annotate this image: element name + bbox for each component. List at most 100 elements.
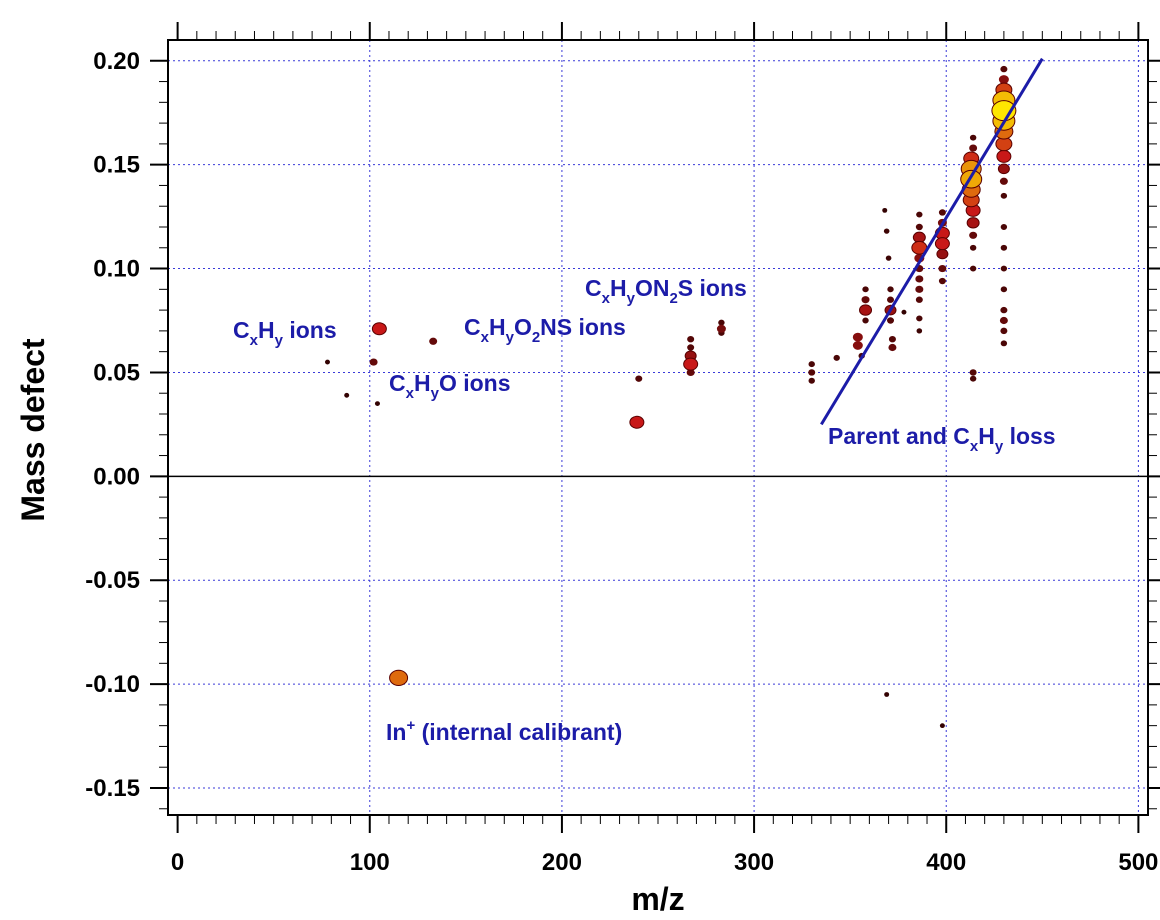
data-points (324, 65, 1017, 729)
y-tick-label: 0.15 (93, 152, 140, 179)
data-point (915, 275, 924, 283)
x-axis-title: m/z (631, 881, 684, 917)
annotation-cxhy-ions: CxHy ions (233, 317, 337, 349)
data-point (887, 317, 895, 324)
data-point (687, 344, 695, 351)
data-point (369, 358, 378, 366)
data-point (861, 296, 870, 304)
data-point (969, 134, 977, 141)
data-point (998, 75, 1009, 84)
data-point (686, 368, 695, 377)
data-point (808, 361, 815, 368)
data-point (938, 277, 946, 285)
data-point (999, 177, 1008, 185)
x-tick-label: 400 (926, 849, 966, 876)
annotation-parent-loss: Parent and CxHy loss (828, 423, 1056, 455)
data-point (324, 359, 330, 365)
data-point (884, 692, 890, 697)
data-point (374, 401, 380, 407)
data-point (916, 315, 923, 322)
data-point (969, 231, 978, 239)
grid-lines (168, 40, 1148, 815)
data-point (1000, 244, 1008, 251)
y-tick-label: -0.15 (85, 775, 140, 802)
y-axis-title: Mass defect (15, 338, 51, 522)
data-point (1000, 224, 1008, 230)
data-point (997, 163, 1010, 175)
data-point (969, 369, 977, 376)
data-point (629, 415, 645, 429)
data-point (862, 286, 869, 293)
data-point (882, 207, 888, 213)
data-point (833, 354, 840, 361)
data-point (1000, 340, 1008, 347)
fit-line (820, 57, 1044, 426)
data-point (859, 304, 873, 316)
data-point (966, 217, 980, 229)
data-point (916, 211, 923, 218)
y-tick-label: 0.20 (93, 48, 140, 75)
data-point (1000, 192, 1008, 199)
data-point (683, 357, 699, 371)
y-tick-label: 0.10 (93, 256, 140, 283)
data-point (938, 264, 947, 273)
data-point (635, 375, 643, 382)
x-tick-label: 100 (350, 849, 390, 876)
data-point (916, 328, 923, 334)
data-point (888, 335, 896, 343)
axis-ticks (150, 22, 1160, 833)
data-point (969, 265, 977, 272)
y-tick-labels: -0.15 -0.10 -0.05 0.00 0.05 0.10 0.15 0.20 (85, 48, 140, 802)
annotation-cxhyon2s-ions: CxHyON2S ions (585, 275, 747, 307)
x-tick-label: 500 (1118, 849, 1158, 876)
y-tick-label: 0.00 (93, 463, 140, 490)
data-point (915, 285, 924, 293)
data-point (371, 322, 387, 336)
data-point (687, 335, 695, 343)
data-point (936, 248, 949, 260)
x-tick-label: 200 (542, 849, 582, 876)
data-point (1000, 327, 1008, 335)
data-point (938, 209, 946, 216)
data-point (344, 392, 350, 398)
data-point (389, 669, 409, 686)
data-point (885, 255, 892, 261)
data-point (934, 237, 950, 251)
data-point (901, 309, 907, 315)
data-point (888, 343, 897, 352)
data-point (1000, 65, 1008, 73)
data-point (887, 286, 894, 293)
x-tick-label: 0 (171, 849, 184, 876)
data-point (969, 244, 977, 251)
data-point (1000, 265, 1008, 272)
y-tick-label: 0.05 (93, 359, 140, 386)
data-point (887, 296, 895, 303)
annotation-indium-calibrant: In+ (internal calibrant) (386, 717, 622, 745)
data-point (718, 319, 725, 326)
data-point (915, 223, 923, 231)
data-point (999, 316, 1008, 325)
annotation-cxhyo-ions: CxHyO ions (389, 370, 511, 402)
data-point (852, 341, 863, 350)
y-tick-label: -0.10 (85, 671, 140, 698)
data-point (883, 228, 890, 234)
data-point (716, 324, 726, 333)
data-point (852, 332, 863, 342)
data-point (808, 369, 816, 376)
data-point (808, 377, 815, 384)
x-tick-label: 300 (734, 849, 774, 876)
annotation-cxhyo2ns-ions: CxHyO2NS ions (464, 314, 626, 346)
data-point (939, 723, 945, 729)
data-point (429, 337, 438, 345)
data-point (969, 375, 977, 382)
data-point (969, 144, 978, 152)
data-point (1000, 306, 1008, 314)
data-point (1000, 286, 1008, 293)
x-tick-labels: 0 100 200 300 400 500 (171, 849, 1158, 876)
data-point (996, 149, 1012, 163)
data-point (915, 296, 923, 303)
y-tick-label: -0.05 (85, 567, 140, 594)
data-point (862, 317, 869, 324)
plot-area (168, 40, 1148, 815)
